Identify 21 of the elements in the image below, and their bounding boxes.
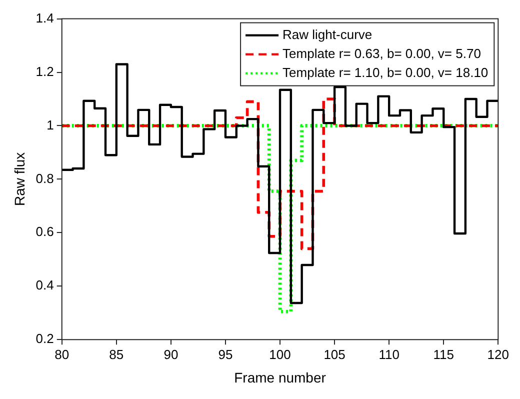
legend-label: Template r= 0.63, b= 0.00, v= 5.70 — [282, 46, 481, 61]
y-tick-label: 0.4 — [36, 278, 54, 293]
x-tick-label: 85 — [109, 346, 124, 362]
x-tick-label: 110 — [378, 346, 400, 362]
x-tick-label: 90 — [164, 346, 178, 362]
x-tick-label: 80 — [54, 346, 70, 362]
legend-label: Template r= 1.10, b= 0.00, v= 18.10 — [282, 64, 488, 80]
y-tick-label: 0.2 — [36, 331, 54, 346]
y-tick-label: 1 — [46, 117, 54, 132]
y-tick-label: 0.8 — [36, 170, 54, 186]
x-tick-label: 120 — [487, 346, 510, 362]
x-tick-label: 100 — [269, 346, 291, 362]
x-axis-title: Frame number — [234, 369, 326, 386]
x-tick-label: 95 — [218, 346, 233, 362]
y-tick-label: 1.2 — [36, 64, 54, 79]
legend-label: Raw light-curve — [282, 26, 372, 42]
y-tick-label: 0.6 — [36, 224, 54, 240]
x-tick-label: 115 — [433, 346, 454, 362]
x-tick-label: 105 — [324, 346, 346, 362]
y-tick-label: 1.4 — [36, 10, 54, 26]
y-axis-title: Raw flux — [11, 152, 28, 206]
